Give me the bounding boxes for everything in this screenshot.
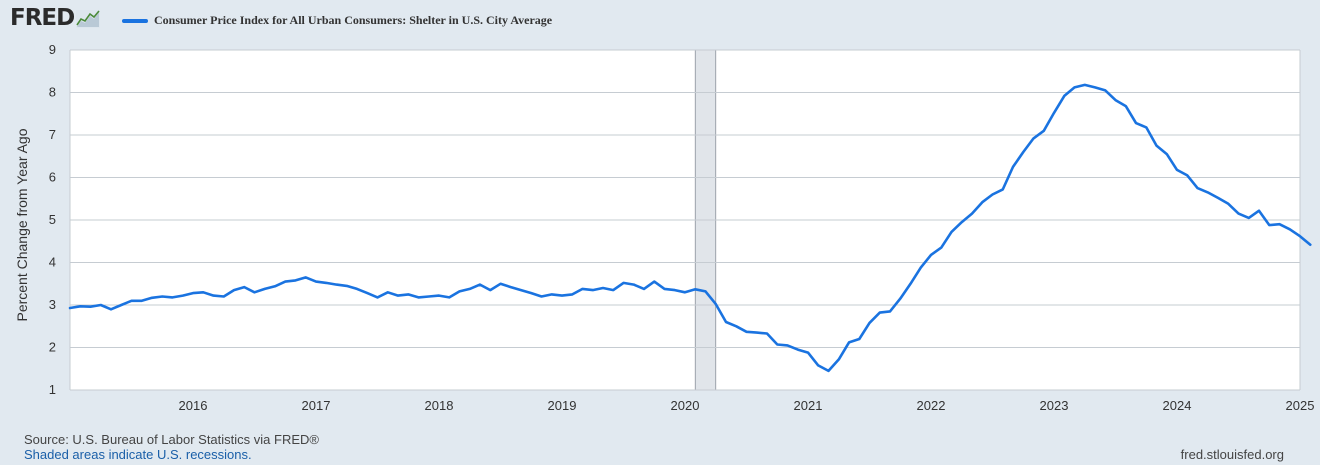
y-tick-label-2: 2 [49,340,56,355]
series-line-0[interactable] [68,83,1312,373]
y-tick-label-6: 6 [49,170,56,185]
y-tick-label-8: 8 [49,85,56,100]
x-tick-label-2025: 2025 [1286,398,1315,413]
legend-series-label[interactable]: Consumer Price Index for All Urban Consu… [154,13,553,27]
x-tick-label-2020: 2020 [671,398,700,413]
site-link[interactable]: fred.stlouisfed.org [1180,447,1284,462]
x-tick-label-2018: 2018 [425,398,454,413]
y-tick-label-7: 7 [49,127,56,142]
y-axis-label: Percent Change from Year Ago [14,128,30,321]
source-note: Source: U.S. Bureau of Labor Statistics … [24,432,319,447]
chart-header: FRED Consumer Price Index for All Urban … [0,0,1320,44]
legend-series-swatch [122,18,148,23]
x-tick-label-2021: 2021 [794,398,823,413]
y-tick-label-4: 4 [49,255,56,270]
y-tick-label-1: 1 [49,382,56,397]
x-tick-label-2016: 2016 [179,398,208,413]
y-tick-label-3: 3 [49,297,56,312]
chart-footer: Source: U.S. Bureau of Labor Statistics … [24,432,319,462]
chart-legend: Consumer Price Index for All Urban Consu… [122,13,552,28]
x-tick-label-2017: 2017 [302,398,331,413]
gridlines [69,49,1301,391]
y-tick-label-9: 9 [49,42,56,57]
fred-chart-icon [76,10,101,28]
x-tick-label-2023: 2023 [1040,398,1069,413]
x-axis-ticks: 2016 2017 2018 2019 2020 2021 2022 2023 2024 2025 [179,398,1315,413]
y-axis-ticks: 1 2 3 4 5 6 7 8 9 [49,42,56,397]
y-tick-label-5: 5 [49,212,56,227]
x-tick-label-2019: 2019 [548,398,577,413]
fred-logo[interactable]: FRED [10,5,101,31]
series-layer [68,83,1312,373]
x-tick-label-2022: 2022 [917,398,946,413]
x-tick-label-2024: 2024 [1163,398,1192,413]
fred-logo-text: FRED [10,5,75,31]
recession-note-link[interactable]: Shaded areas indicate U.S. recessions. [24,447,252,462]
